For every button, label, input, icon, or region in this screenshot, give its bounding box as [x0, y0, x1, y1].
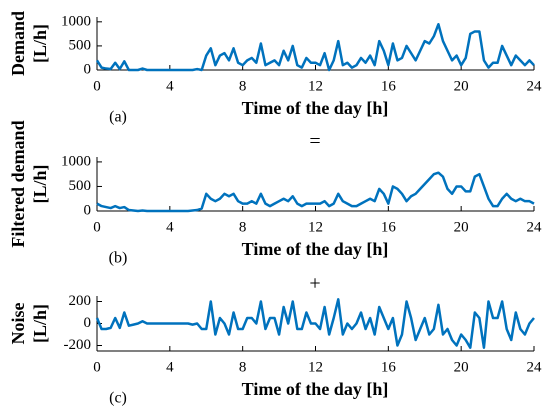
panel-label: (c) [109, 390, 127, 407]
y-tick-label: 0 [84, 61, 92, 77]
separator: = [309, 131, 320, 153]
x-tick-label: 12 [308, 219, 323, 235]
y-tick-label: 1000 [61, 153, 91, 169]
x-tick-label: 24 [527, 78, 543, 94]
y-axis-label: Demand [8, 11, 28, 76]
x-tick-label: 4 [166, 359, 174, 375]
x-tick-label: 8 [239, 78, 247, 94]
x-tick-label: 4 [166, 219, 174, 235]
x-tick-label: 8 [239, 359, 247, 375]
separator: + [309, 273, 320, 295]
y-axis-label: [L/h] [30, 164, 50, 203]
panel-label: (b) [109, 250, 128, 267]
y-axis-label: Filtered demand [8, 120, 28, 247]
panel-label: (a) [109, 109, 127, 126]
x-tick-label: 24 [527, 219, 543, 235]
data-line [95, 22, 535, 72]
x-tick-label: 4 [166, 78, 174, 94]
x-tick-label: 0 [93, 219, 101, 235]
y-tick-label: 1000 [61, 13, 91, 29]
x-tick-label: 16 [381, 359, 397, 375]
x-tick-label: 0 [93, 359, 101, 375]
x-tick-label: 8 [239, 219, 247, 235]
y-axis-label: [L/h] [30, 304, 50, 343]
x-tick-label: 20 [454, 78, 469, 94]
x-tick-label: 16 [381, 219, 397, 235]
x-tick-label: 16 [381, 78, 397, 94]
x-tick-label: 12 [308, 359, 323, 375]
y-tick-label: 500 [69, 37, 92, 53]
data-line [95, 298, 535, 349]
y-tick-label: -200 [64, 337, 92, 353]
y-axis-label: [L/h] [30, 24, 50, 63]
x-tick-label: 0 [93, 78, 101, 94]
x-tick-label: 24 [527, 359, 543, 375]
x-tick-label: 20 [454, 219, 469, 235]
y-tick-label: 0 [84, 202, 92, 218]
x-axis-label: Time of the day [h] [242, 239, 389, 259]
x-tick-label: 20 [454, 359, 469, 375]
y-tick-label: 200 [69, 293, 92, 309]
x-axis-label: Time of the day [h] [242, 379, 389, 399]
x-tick-label: 12 [308, 78, 323, 94]
y-tick-label: 0 [84, 315, 92, 331]
y-tick-label: 500 [69, 178, 92, 194]
y-axis-label: Noise [8, 302, 28, 344]
x-axis-label: Time of the day [h] [242, 98, 389, 118]
data-line [96, 171, 535, 213]
